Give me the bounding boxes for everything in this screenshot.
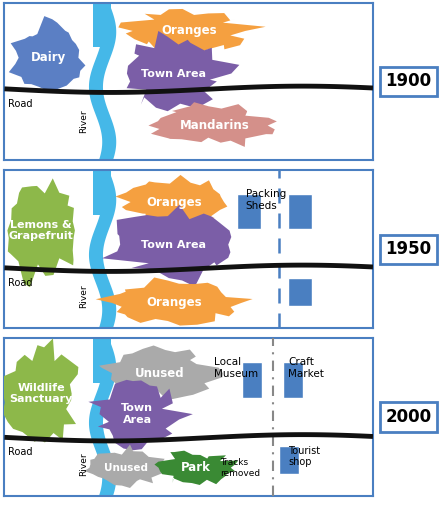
Bar — [237, 194, 261, 229]
Polygon shape — [127, 31, 239, 111]
Text: Road: Road — [8, 447, 32, 457]
Text: Tracks
removed: Tracks removed — [220, 458, 260, 478]
Polygon shape — [88, 380, 193, 450]
Polygon shape — [119, 9, 266, 55]
Text: Town Area: Town Area — [142, 240, 206, 250]
Polygon shape — [2, 338, 79, 442]
Text: Park: Park — [181, 461, 211, 474]
Polygon shape — [99, 346, 223, 399]
Bar — [283, 362, 303, 398]
Text: Road: Road — [8, 278, 32, 288]
Polygon shape — [84, 444, 171, 488]
Polygon shape — [9, 16, 85, 91]
Text: Packing
Sheds: Packing Sheds — [246, 189, 286, 211]
Text: Unused: Unused — [135, 367, 184, 379]
Text: Local
Museum: Local Museum — [214, 357, 258, 379]
Text: Town
Area: Town Area — [121, 403, 153, 425]
Text: 1950: 1950 — [385, 240, 432, 259]
Text: Mandarins: Mandarins — [180, 119, 250, 132]
Polygon shape — [115, 175, 227, 230]
Polygon shape — [102, 205, 231, 287]
Bar — [288, 278, 312, 306]
Text: River: River — [79, 109, 88, 133]
Text: Tourist
shop: Tourist shop — [288, 445, 320, 467]
Polygon shape — [8, 178, 75, 287]
Text: 2000: 2000 — [385, 408, 432, 426]
Text: Road: Road — [8, 99, 32, 109]
Text: River: River — [79, 453, 88, 476]
Polygon shape — [148, 102, 277, 147]
Text: Lemons &
Grapefruit: Lemons & Grapefruit — [9, 220, 74, 241]
Text: Dairy: Dairy — [31, 51, 66, 64]
Polygon shape — [95, 278, 253, 326]
Text: Oranges: Oranges — [161, 25, 217, 37]
Bar — [242, 362, 262, 398]
Text: Oranges: Oranges — [146, 196, 202, 208]
Text: Wildlife
Sanctuary: Wildlife Sanctuary — [10, 383, 73, 404]
Text: 1900: 1900 — [385, 72, 432, 91]
Bar — [288, 194, 312, 229]
Text: Oranges: Oranges — [146, 296, 202, 309]
Bar — [279, 445, 299, 474]
Text: Town Area: Town Area — [142, 69, 206, 78]
Text: Craft
Market: Craft Market — [288, 357, 324, 379]
Text: Unused: Unused — [104, 463, 148, 473]
Text: River: River — [79, 285, 88, 308]
Polygon shape — [155, 451, 238, 485]
